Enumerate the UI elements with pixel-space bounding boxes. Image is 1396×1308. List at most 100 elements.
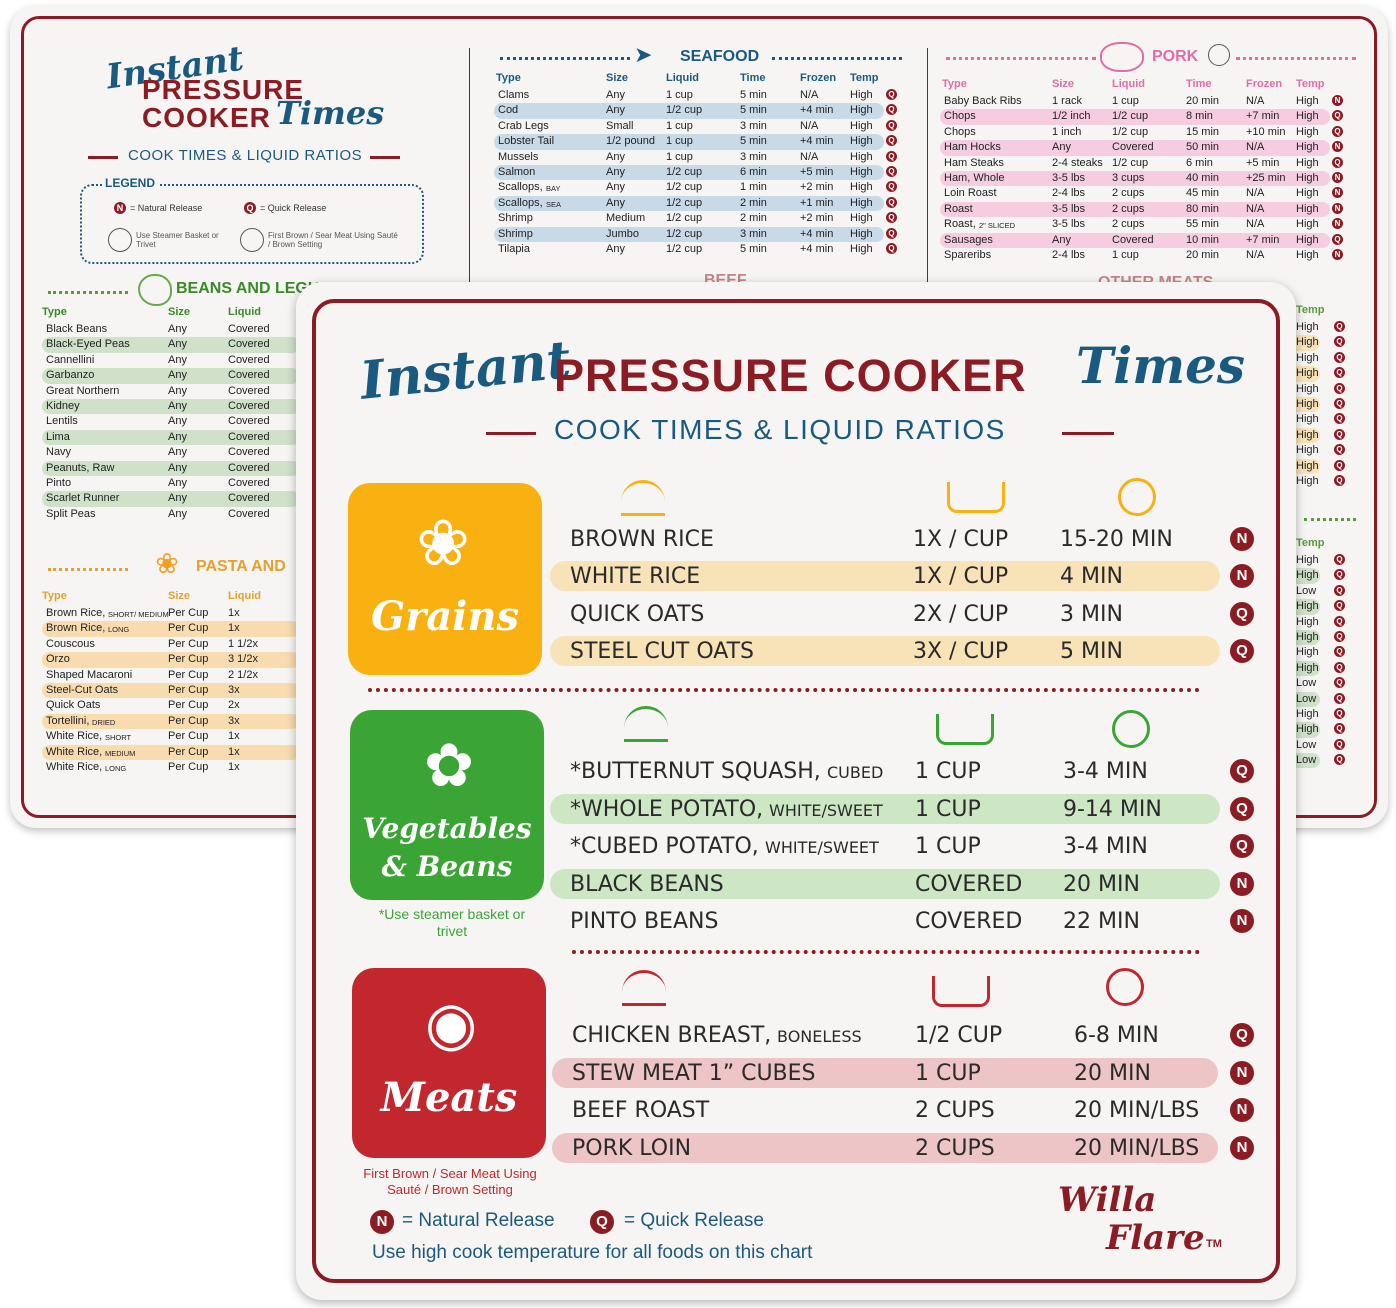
liquid-amount: 1X / CUP bbox=[913, 527, 1009, 552]
release-badge: Q bbox=[1230, 638, 1254, 663]
back-logo-cooker: COOKER bbox=[142, 102, 271, 133]
column-header: Time bbox=[1186, 78, 1212, 90]
table-cell: High bbox=[1296, 95, 1319, 107]
table-cell: 1 cup bbox=[666, 150, 693, 163]
table-cell: 1 cup bbox=[666, 119, 693, 132]
brand-line-2: Flare bbox=[1106, 1218, 1205, 1258]
table-cell: 1 cup bbox=[1112, 95, 1139, 107]
table-cell: High bbox=[1296, 723, 1319, 736]
table-cell: High bbox=[1296, 646, 1319, 659]
column-header: Size bbox=[606, 72, 629, 84]
food-name: BEEF ROAST bbox=[572, 1098, 710, 1123]
table-cell: 2 min bbox=[740, 212, 767, 225]
wheat-icon: ❀ bbox=[155, 548, 179, 579]
table-cell: 55 min bbox=[1186, 218, 1220, 231]
table-cell: Per Cup bbox=[168, 730, 209, 743]
cook-time: 20 MIN bbox=[1063, 871, 1140, 897]
table-cell: Covered bbox=[1112, 233, 1154, 246]
table-cell: N/A bbox=[1246, 95, 1265, 107]
cook-row: PORK LOIN 2 CUPS 20 MIN/LBS bbox=[552, 1132, 1218, 1163]
table-cell: High bbox=[1296, 444, 1319, 457]
table-cell: Split Peas bbox=[46, 507, 96, 520]
table-cell: Per Cup bbox=[168, 653, 209, 666]
table-row: Great Northern Any Covered bbox=[42, 384, 300, 399]
release-badge: N bbox=[1230, 1060, 1254, 1085]
table-cell-qualifier: 2" SLICED bbox=[979, 221, 1016, 231]
table-cell: Scallops, bbox=[498, 196, 543, 209]
column-header: Time bbox=[740, 72, 766, 84]
table-cell: Any bbox=[1052, 233, 1071, 246]
liquid-amount: 2 CUPS bbox=[915, 1098, 995, 1123]
release-icon: Q bbox=[1334, 707, 1345, 719]
table-cell: Peanuts, Raw bbox=[46, 461, 115, 474]
table-cell: Brown Rice, bbox=[46, 607, 106, 619]
table-cell: High bbox=[1296, 382, 1319, 395]
table-cell: 80 min bbox=[1186, 202, 1220, 215]
table-cell: Temp bbox=[1296, 537, 1325, 549]
table-row: Kidney Any Covered bbox=[42, 398, 300, 415]
table-cell: High bbox=[1296, 141, 1319, 154]
table-cell: 3 cups bbox=[1112, 171, 1145, 184]
table-cell: Scallops, bbox=[498, 181, 543, 194]
veg-divider bbox=[572, 950, 1200, 954]
table-cell: N/A bbox=[1246, 202, 1265, 215]
table-cell-qualifier: DRIED bbox=[92, 717, 116, 727]
table-cell: Tilapia bbox=[498, 242, 530, 255]
cook-row: *WHOLE POTATO, WHITE/SWEET 1 CUP 9-14 MIN bbox=[550, 793, 1220, 824]
back-logo-pressure: PRESSURE bbox=[142, 74, 305, 105]
column-header: Type bbox=[42, 590, 67, 602]
release-icon: Q bbox=[1334, 367, 1345, 379]
table-cell: Covered bbox=[228, 430, 270, 443]
release-badge: N bbox=[1230, 527, 1254, 551]
table-cell: White Rice, bbox=[46, 760, 103, 773]
table-row: Clams Any 1 cup 5 min N/A High Q bbox=[494, 88, 906, 103]
table-cell: High bbox=[850, 135, 873, 148]
table-cell: High bbox=[850, 196, 873, 209]
table-cell: Roast, bbox=[944, 218, 976, 231]
table-cell: Couscous bbox=[46, 637, 95, 650]
table-cell: High bbox=[1296, 218, 1319, 231]
front-title-times: Times bbox=[1076, 336, 1246, 395]
table-cell: N/A bbox=[1246, 141, 1265, 154]
table-cell: 1/2 cup bbox=[1112, 110, 1149, 123]
table-cell: 1/2 cup bbox=[666, 181, 703, 194]
table-row: High Q bbox=[1284, 412, 1354, 427]
table-cell: Low bbox=[1296, 738, 1317, 751]
release-icon: Q bbox=[1334, 459, 1345, 471]
table-cell: Covered bbox=[228, 476, 270, 489]
back-pasta-dots bbox=[48, 568, 128, 571]
liquid-amount: 1/2 CUP bbox=[915, 1023, 1003, 1048]
column-header: Liquid bbox=[228, 590, 261, 602]
release-icon: Q bbox=[886, 165, 897, 177]
table-cell: Any bbox=[606, 196, 625, 209]
food-name: *BUTTERNUT SQUASH, bbox=[570, 759, 821, 784]
table-cell: 3 min bbox=[740, 150, 767, 163]
table-cell: 1/2 cup bbox=[666, 196, 703, 209]
table-cell: High bbox=[1296, 569, 1319, 582]
meats-cup-icon bbox=[932, 976, 990, 1007]
table-row: Roast 3-5 lbs 2 cups 80 min N/A High N bbox=[940, 201, 1343, 218]
liquid-amount: 1X / CUP bbox=[913, 564, 1009, 590]
table-cell: 5 min bbox=[740, 242, 767, 255]
table-cell: 2-4 lbs bbox=[1052, 248, 1086, 261]
back-seafood-title: SEAFOOD bbox=[680, 48, 760, 65]
liquid-amount: COVERED bbox=[915, 909, 1023, 934]
table-cell: 1 min bbox=[740, 181, 767, 194]
brand-logo: Willa Flare TM bbox=[1054, 1178, 1224, 1270]
liquid-amount: 2 CUPS bbox=[915, 1135, 995, 1161]
table-cell: Jumbo bbox=[606, 227, 640, 240]
table-row: Scallops, BAY Any 1/2 cup 1 min +2 min High Q bbox=[494, 180, 906, 195]
table-cell: Per Cup bbox=[168, 760, 209, 773]
table-cell-qualifier: SHORT bbox=[105, 733, 132, 743]
table-cell: Ham Steaks bbox=[944, 156, 1004, 169]
meats-tile: ◉ Meats bbox=[352, 968, 546, 1158]
back-legend-q-icon: Q bbox=[244, 202, 256, 214]
back-subtitle-line-left bbox=[88, 156, 118, 159]
table-row: Black-Eyed Peas Any Covered bbox=[42, 337, 300, 353]
release-badge: Q bbox=[1230, 796, 1254, 821]
table-cell: 3-5 lbs bbox=[1052, 218, 1086, 231]
table-cell: 1 1/2x bbox=[228, 637, 258, 650]
table-row: Mussels Any 1 cup 3 min N/A High Q bbox=[494, 150, 906, 165]
table-row: Scallops, SEA Any 1/2 cup 2 min +1 min High Q bbox=[494, 195, 897, 212]
back-seafood-table: Type Size Liquid Time Frozen Temp Clams Any 1 cu… bbox=[494, 72, 906, 257]
